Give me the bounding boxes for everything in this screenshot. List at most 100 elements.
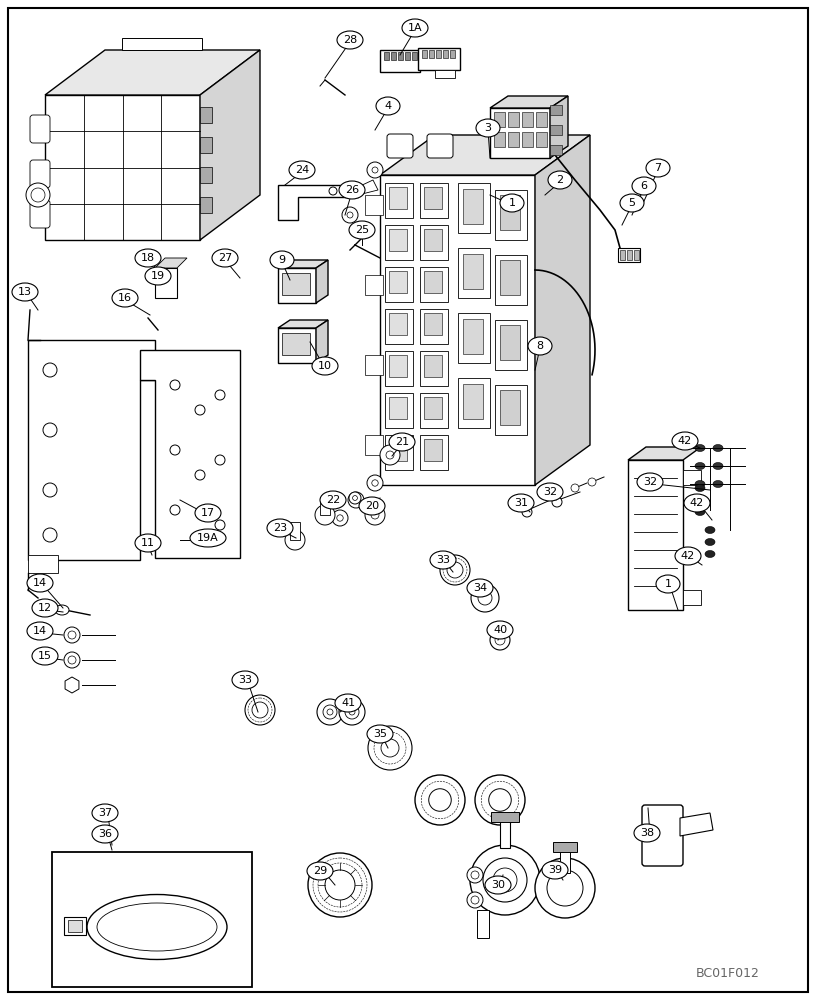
Text: 36: 36 (98, 829, 112, 839)
Text: 37: 37 (98, 808, 112, 818)
Bar (424, 439, 442, 461)
Bar (560, 848, 570, 873)
Circle shape (342, 207, 358, 223)
Ellipse shape (684, 494, 710, 512)
Bar (28, 555, 58, 573)
Circle shape (471, 871, 479, 879)
Text: 20: 20 (365, 501, 379, 511)
Bar (458, 248, 490, 298)
Bar (627, 250, 632, 260)
Text: 27: 27 (218, 253, 232, 263)
Bar (282, 273, 310, 295)
Polygon shape (358, 180, 378, 195)
Bar (68, 920, 82, 932)
Ellipse shape (402, 19, 428, 37)
Bar (200, 137, 212, 153)
Bar (463, 319, 483, 354)
Bar (429, 50, 434, 58)
Ellipse shape (695, 485, 705, 491)
Circle shape (68, 631, 76, 639)
Circle shape (471, 584, 499, 612)
FancyBboxPatch shape (387, 134, 413, 158)
Ellipse shape (307, 862, 333, 880)
Circle shape (64, 652, 80, 668)
Text: 25: 25 (355, 225, 369, 235)
Bar (365, 195, 383, 215)
Circle shape (522, 507, 532, 517)
Polygon shape (278, 185, 358, 220)
Circle shape (195, 405, 205, 415)
Polygon shape (380, 50, 420, 72)
Bar (52, 852, 252, 987)
Circle shape (374, 732, 406, 764)
Ellipse shape (12, 283, 38, 301)
Ellipse shape (528, 337, 552, 355)
Text: 1: 1 (664, 579, 672, 589)
Ellipse shape (713, 462, 723, 470)
Circle shape (535, 858, 595, 918)
Text: 19A: 19A (197, 533, 219, 543)
Bar (508, 112, 519, 127)
Bar (424, 313, 442, 335)
FancyBboxPatch shape (642, 805, 683, 866)
Circle shape (493, 868, 517, 892)
Bar (550, 125, 562, 135)
Ellipse shape (312, 357, 338, 375)
Bar (155, 268, 177, 298)
Text: 38: 38 (640, 828, 654, 838)
Text: 18: 18 (141, 253, 155, 263)
Bar (683, 590, 701, 605)
Bar (463, 189, 483, 224)
Bar (384, 52, 389, 60)
Circle shape (327, 709, 333, 715)
Bar (500, 195, 520, 230)
Bar (424, 355, 442, 377)
Bar (477, 910, 489, 938)
Bar (282, 333, 310, 355)
Bar (550, 105, 562, 115)
Bar (420, 225, 448, 260)
Bar (200, 167, 212, 183)
Text: 29: 29 (313, 866, 327, 876)
Bar (494, 132, 505, 147)
Bar (365, 355, 383, 375)
Ellipse shape (32, 647, 58, 665)
Text: 24: 24 (295, 165, 309, 175)
Bar (389, 397, 407, 419)
Bar (290, 522, 300, 540)
Ellipse shape (620, 194, 644, 212)
Bar (634, 250, 639, 260)
Text: 17: 17 (201, 508, 215, 518)
Text: 10: 10 (318, 361, 332, 371)
Ellipse shape (337, 31, 363, 49)
Circle shape (245, 695, 275, 725)
Circle shape (43, 363, 57, 377)
Polygon shape (380, 135, 590, 175)
Circle shape (588, 478, 596, 486)
Polygon shape (680, 813, 713, 836)
Circle shape (323, 705, 337, 719)
Text: 4: 4 (384, 101, 392, 111)
Bar (420, 267, 448, 302)
Bar (389, 271, 407, 293)
Ellipse shape (87, 894, 227, 960)
Circle shape (372, 480, 378, 486)
Ellipse shape (367, 725, 393, 743)
Bar (495, 385, 527, 435)
Circle shape (339, 699, 365, 725)
Ellipse shape (695, 462, 705, 470)
Text: 35: 35 (373, 729, 387, 739)
Bar (389, 439, 407, 461)
Bar (443, 50, 448, 58)
Bar (522, 112, 533, 127)
Text: 1A: 1A (408, 23, 423, 33)
Bar (536, 112, 547, 127)
Circle shape (315, 505, 335, 525)
Ellipse shape (500, 194, 524, 212)
Ellipse shape (485, 876, 511, 894)
Bar (458, 183, 490, 233)
Ellipse shape (695, 481, 705, 488)
Circle shape (490, 630, 510, 650)
Text: 32: 32 (643, 477, 657, 487)
Bar (420, 183, 448, 218)
